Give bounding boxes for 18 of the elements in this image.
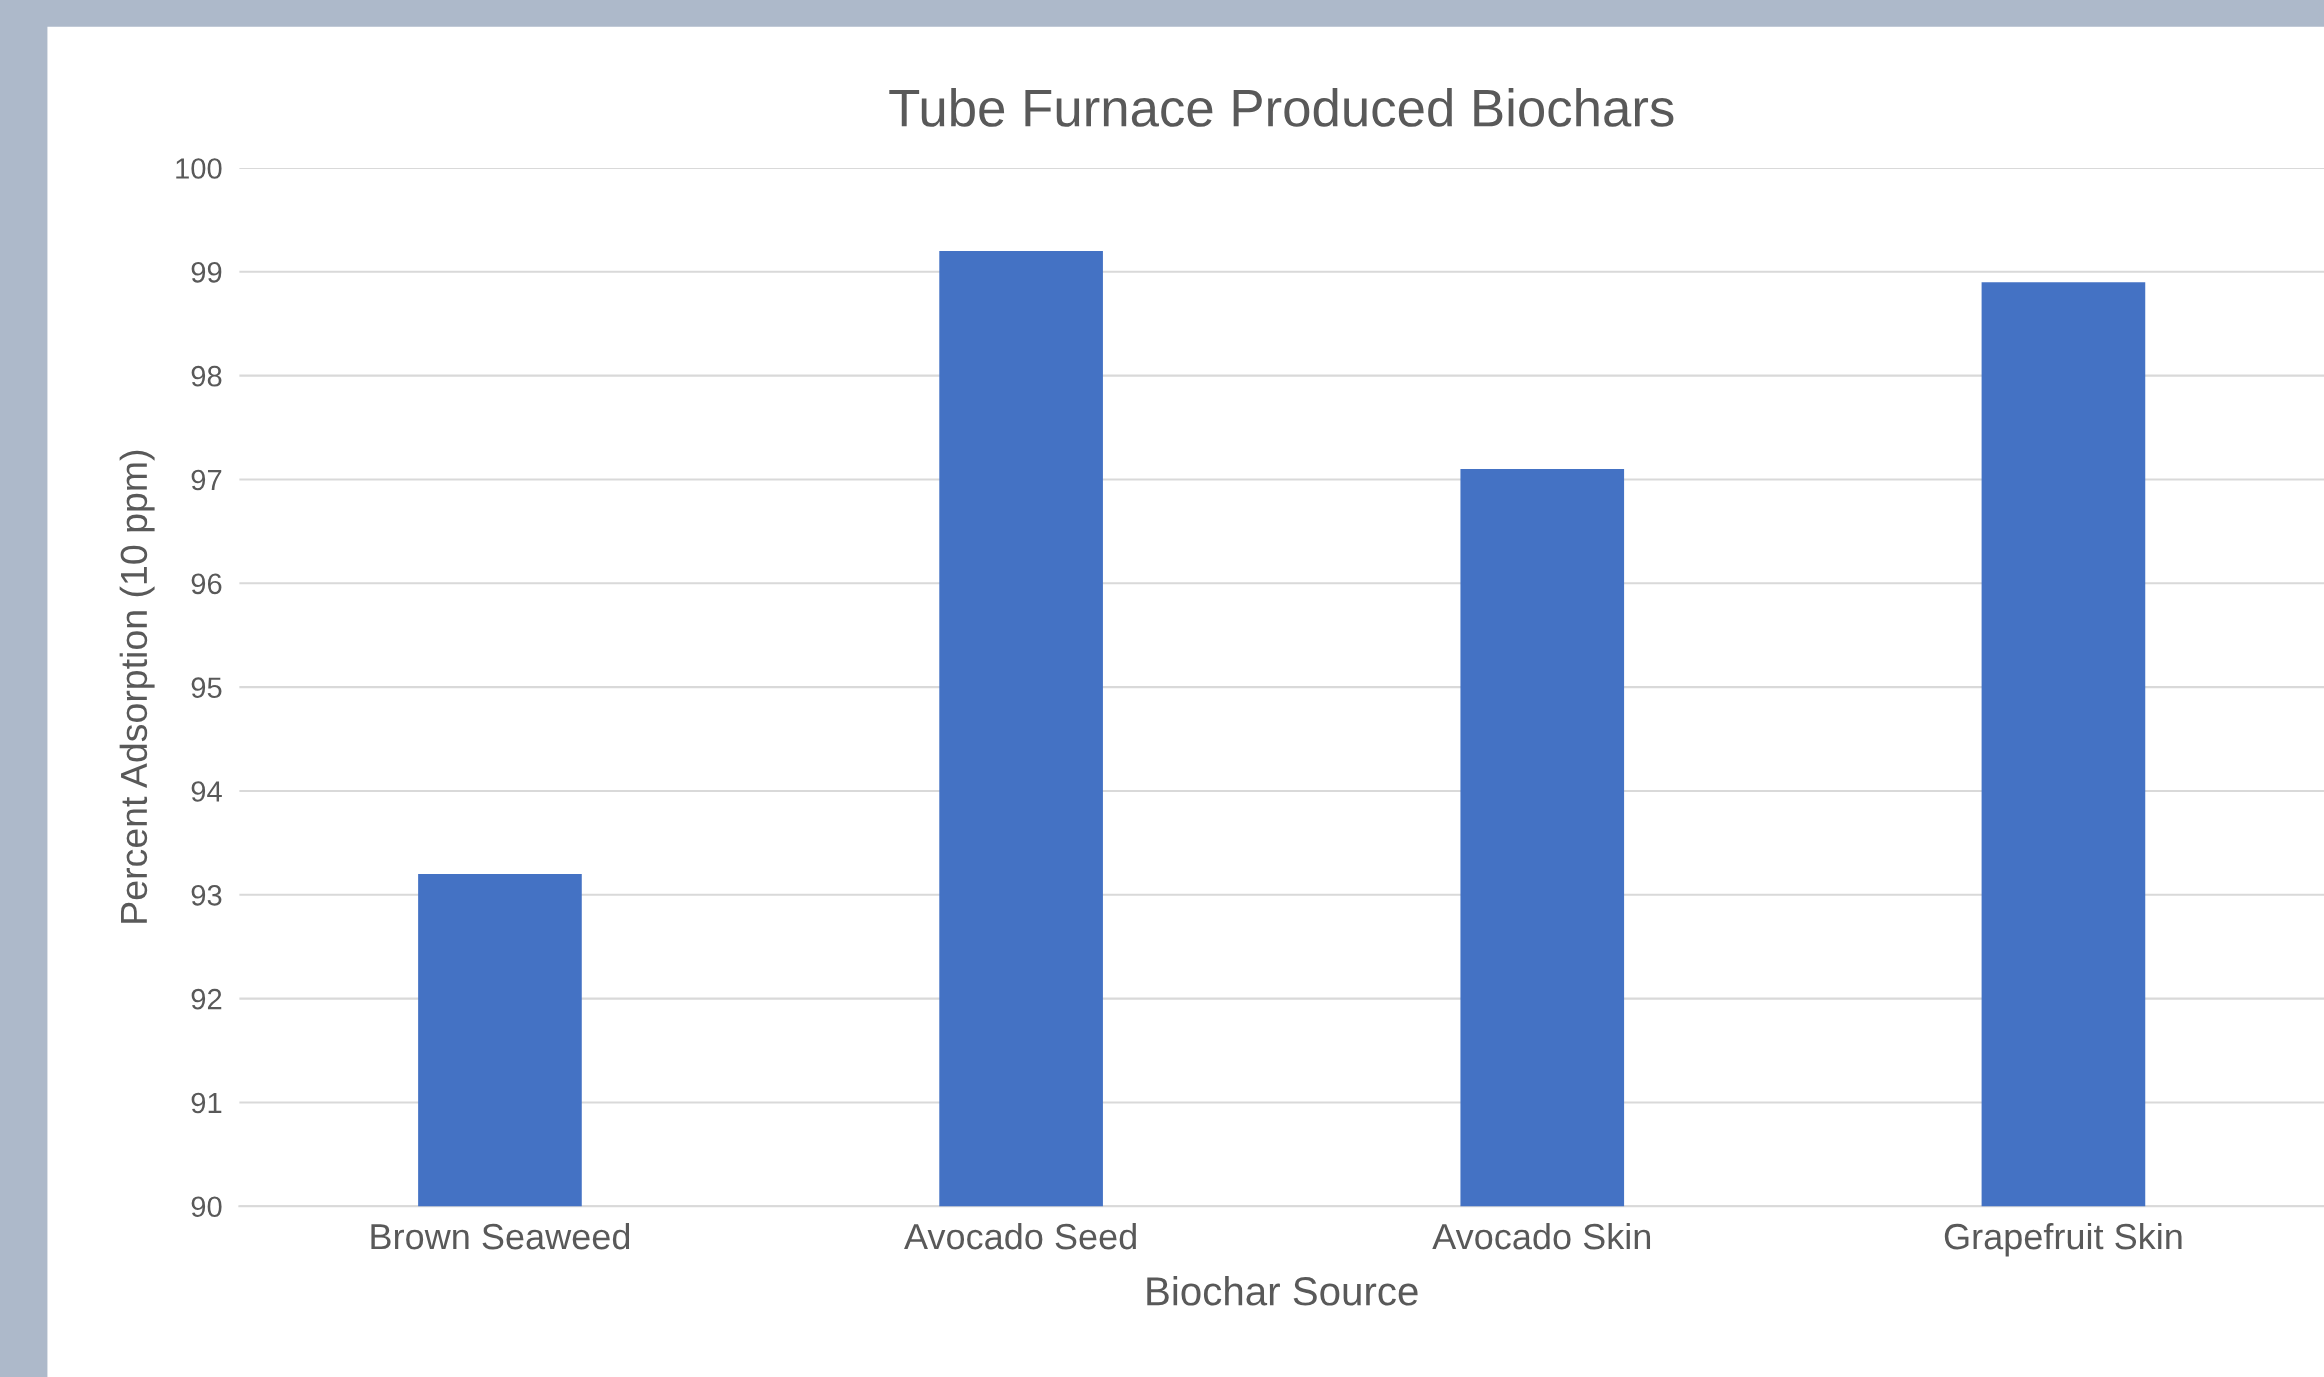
- x-tick-label: Avocado Seed: [904, 1222, 1136, 1250]
- x-tick-label: Avocado Skin: [1432, 1222, 1651, 1250]
- y-tick-label: 97: [191, 469, 222, 491]
- chart-title: Tube Furnace Produced Biochars: [889, 88, 1674, 127]
- y-axis-title: Percent Adsorption (10 ppm): [119, 450, 155, 923]
- y-tick-label: 91: [191, 1092, 222, 1114]
- y-tick-label: 98: [191, 365, 222, 387]
- y-tick-label: 100: [176, 158, 222, 179]
- y-tick-label: 99: [191, 262, 222, 283]
- y-tick-label: 90: [191, 1196, 222, 1218]
- y-tick-label: 93: [191, 884, 222, 906]
- x-tick-label: Grapefruit Skin: [1944, 1222, 2182, 1257]
- y-tick-label: 92: [191, 988, 222, 1010]
- x-axis-title: Biochar Source: [1147, 1276, 1418, 1306]
- y-tick-label: 95: [191, 677, 222, 698]
- y-tick-label: 94: [191, 781, 222, 802]
- x-tick-label: Brown Seaweed: [371, 1222, 630, 1250]
- y-tick-label: 96: [191, 573, 222, 595]
